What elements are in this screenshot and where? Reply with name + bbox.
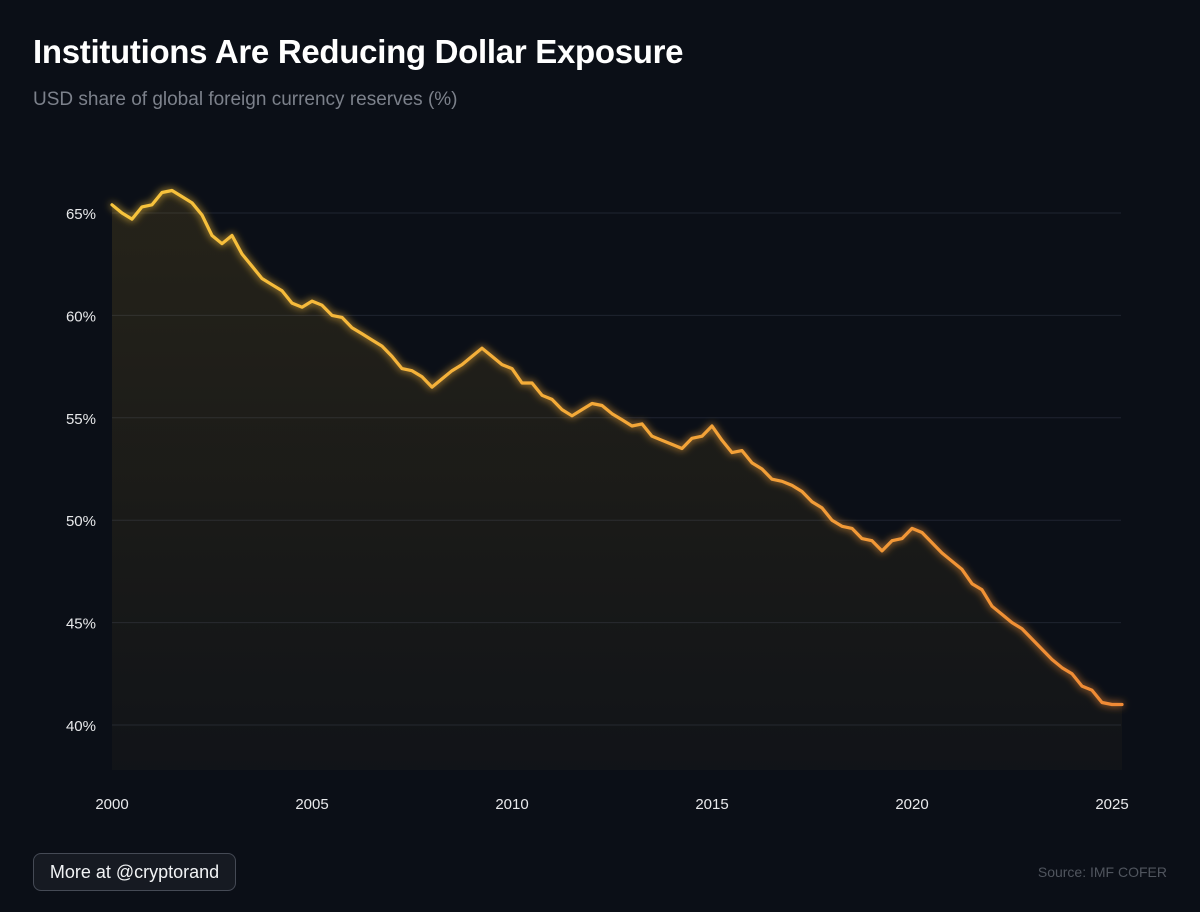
y-tick-label: 50% xyxy=(66,513,96,530)
more-link-button[interactable]: More at @cryptorand xyxy=(33,853,236,891)
y-tick-label: 40% xyxy=(66,718,96,735)
x-tick-label: 2025 xyxy=(1095,796,1128,813)
y-axis: 40% 45% 50% 55% 60% 65% xyxy=(66,206,96,735)
y-tick-label: 65% xyxy=(66,206,96,223)
y-tick-label: 60% xyxy=(66,308,96,325)
y-tick-label: 45% xyxy=(66,616,96,633)
x-tick-label: 2015 xyxy=(695,796,728,813)
x-tick-label: 2020 xyxy=(895,796,928,813)
x-axis: 2000 2005 2010 2015 2020 2025 xyxy=(95,796,1128,813)
series-area-fill xyxy=(112,190,1122,770)
series-layer xyxy=(110,188,1124,770)
x-tick-label: 2005 xyxy=(295,796,328,813)
y-tick-label: 55% xyxy=(66,411,96,428)
chart-title: Institutions Are Reducing Dollar Exposur… xyxy=(33,33,684,70)
series-line xyxy=(110,188,1124,707)
x-tick-label: 2010 xyxy=(495,796,528,813)
chart-subtitle: USD share of global foreign currency res… xyxy=(33,89,458,110)
source-note: Source: IMF COFER xyxy=(1037,864,1167,880)
x-tick-label: 2000 xyxy=(95,796,128,813)
